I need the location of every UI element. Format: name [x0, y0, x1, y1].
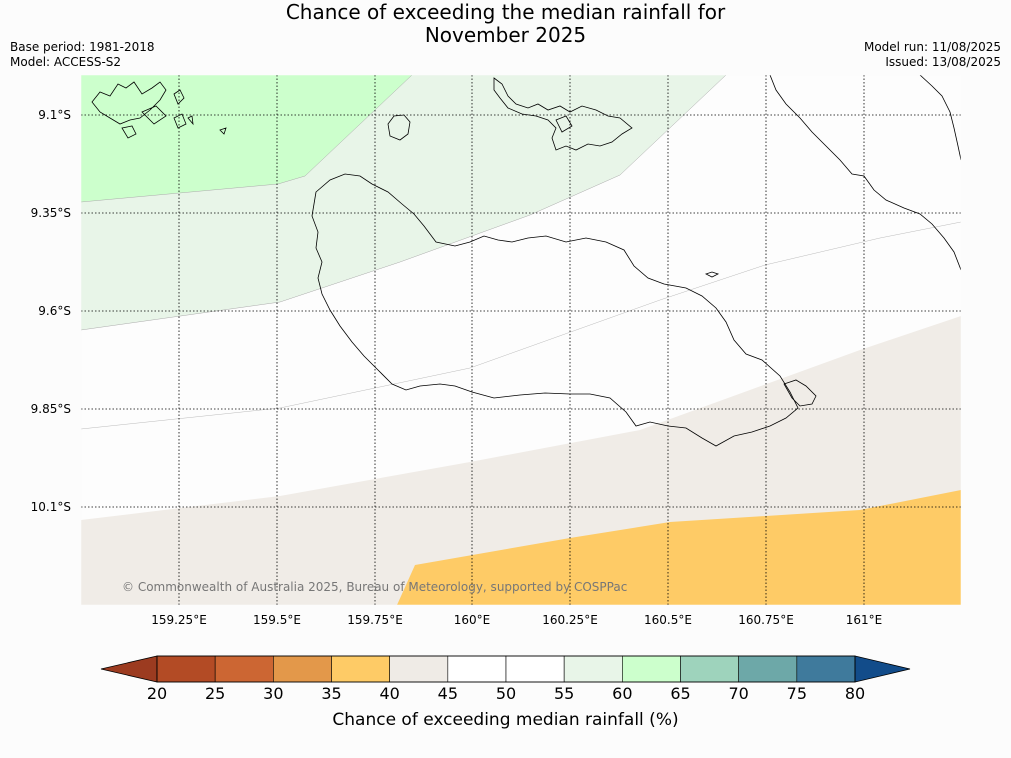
colorbar-cell	[447, 655, 507, 683]
colorbar-tick-label: 55	[554, 684, 574, 703]
lat-label: 9.85°S	[31, 402, 71, 416]
lat-label: 9.35°S	[31, 206, 71, 220]
florida-islands-coastline	[493, 77, 633, 151]
copyright-notice: © Commonwealth of Australia 2025, Bureau…	[122, 580, 628, 594]
meta-left: Base period: 1981-2018 Model: ACCESS-S2	[10, 40, 155, 70]
colorbar-tick-label: 40	[379, 684, 399, 703]
colorbar-tick-label: 45	[438, 684, 458, 703]
colorbar-cell	[273, 655, 332, 683]
colorbar-tick-label: 20	[147, 684, 167, 703]
gridlines	[81, 75, 961, 605]
lon-label: 160.25°E	[542, 613, 598, 627]
colorbar-cell	[796, 655, 856, 683]
malaita-coastline	[769, 75, 961, 271]
small-island-coastline	[387, 114, 411, 141]
model-text: Model: ACCESS-S2	[10, 55, 122, 69]
colorbar-cell	[389, 655, 449, 683]
colorbar: 20 25 30 35 40 45 50 55 60 65 70 75 80	[100, 655, 911, 703]
map-title-line1: Chance of exceeding the median rainfall …	[285, 0, 726, 24]
lat-label: 9.6°S	[38, 304, 71, 318]
colorbar-tick-label: 35	[321, 684, 341, 703]
base-period-text: Base period: 1981-2018	[10, 40, 155, 54]
colorbar-cell	[622, 655, 681, 683]
colorbar-tick-label: 65	[670, 684, 690, 703]
lon-label: 161°E	[846, 613, 883, 627]
model-run-text: Model run: 11/08/2025	[863, 40, 1001, 54]
colorbar-tick-label: 80	[845, 684, 865, 703]
region-60-65	[81, 75, 412, 202]
colorbar-cell	[156, 655, 216, 683]
map-title-line2: November 2025	[424, 23, 587, 47]
colorbar-ticks: 20 25 30 35 40 45 50 55 60 65 70 75 80	[147, 684, 865, 703]
colorbar-over-triangle	[854, 655, 911, 683]
lon-label: 159.5°E	[253, 613, 301, 627]
lon-label: 159.25°E	[151, 613, 207, 627]
colorbar-tick-label: 60	[612, 684, 632, 703]
region-35-40	[397, 490, 961, 605]
lon-label: 160.5°E	[644, 613, 692, 627]
meta-right: Model run: 11/08/2025 Issued: 13/08/2025	[864, 40, 1001, 70]
lat-axis: 9.1°S 9.35°S 9.6°S 9.85°S 10.1°S	[31, 108, 71, 514]
guadalcanal-coastline	[311, 173, 799, 447]
contour-55	[81, 75, 727, 331]
colorbar-tick-label: 30	[263, 684, 283, 703]
colorbar-cell	[738, 655, 798, 683]
tiny-island-coastline	[704, 271, 720, 278]
colorbar-label: Chance of exceeding median rainfall (%)	[332, 710, 679, 730]
malaita-east-coastline	[919, 75, 961, 161]
coastlines	[91, 75, 961, 447]
colorbar-tick-label: 75	[787, 684, 807, 703]
lat-label: 10.1°S	[31, 500, 71, 514]
issued-text: Issued: 13/08/2025	[885, 55, 1001, 69]
colorbar-under-triangle	[100, 655, 158, 683]
contour-50	[81, 221, 961, 430]
colorbar-cell	[331, 655, 390, 683]
colorbar-tick-label: 25	[205, 684, 225, 703]
russell-islands-coastline	[91, 81, 227, 139]
lon-label: 159.75°E	[347, 613, 403, 627]
colorbar-cells	[156, 655, 856, 683]
lon-axis: 159.25°E 159.5°E 159.75°E 160°E 160.25°E…	[151, 613, 882, 627]
probability-regions	[81, 75, 961, 605]
lon-label: 160.75°E	[738, 613, 794, 627]
colorbar-tick-label: 50	[496, 684, 516, 703]
colorbar-cell	[680, 655, 739, 683]
colorbar-cell	[505, 655, 565, 683]
marau-coastline	[783, 379, 817, 407]
colorbar-tick-label: 70	[728, 684, 748, 703]
colorbar-cell	[563, 655, 623, 683]
map-frame	[80, 74, 962, 606]
colorbar-cell	[214, 655, 274, 683]
lat-label: 9.1°S	[38, 108, 71, 122]
lon-label: 160°E	[454, 613, 491, 627]
colorbar-outline	[156, 655, 856, 683]
contour-60	[81, 75, 413, 203]
